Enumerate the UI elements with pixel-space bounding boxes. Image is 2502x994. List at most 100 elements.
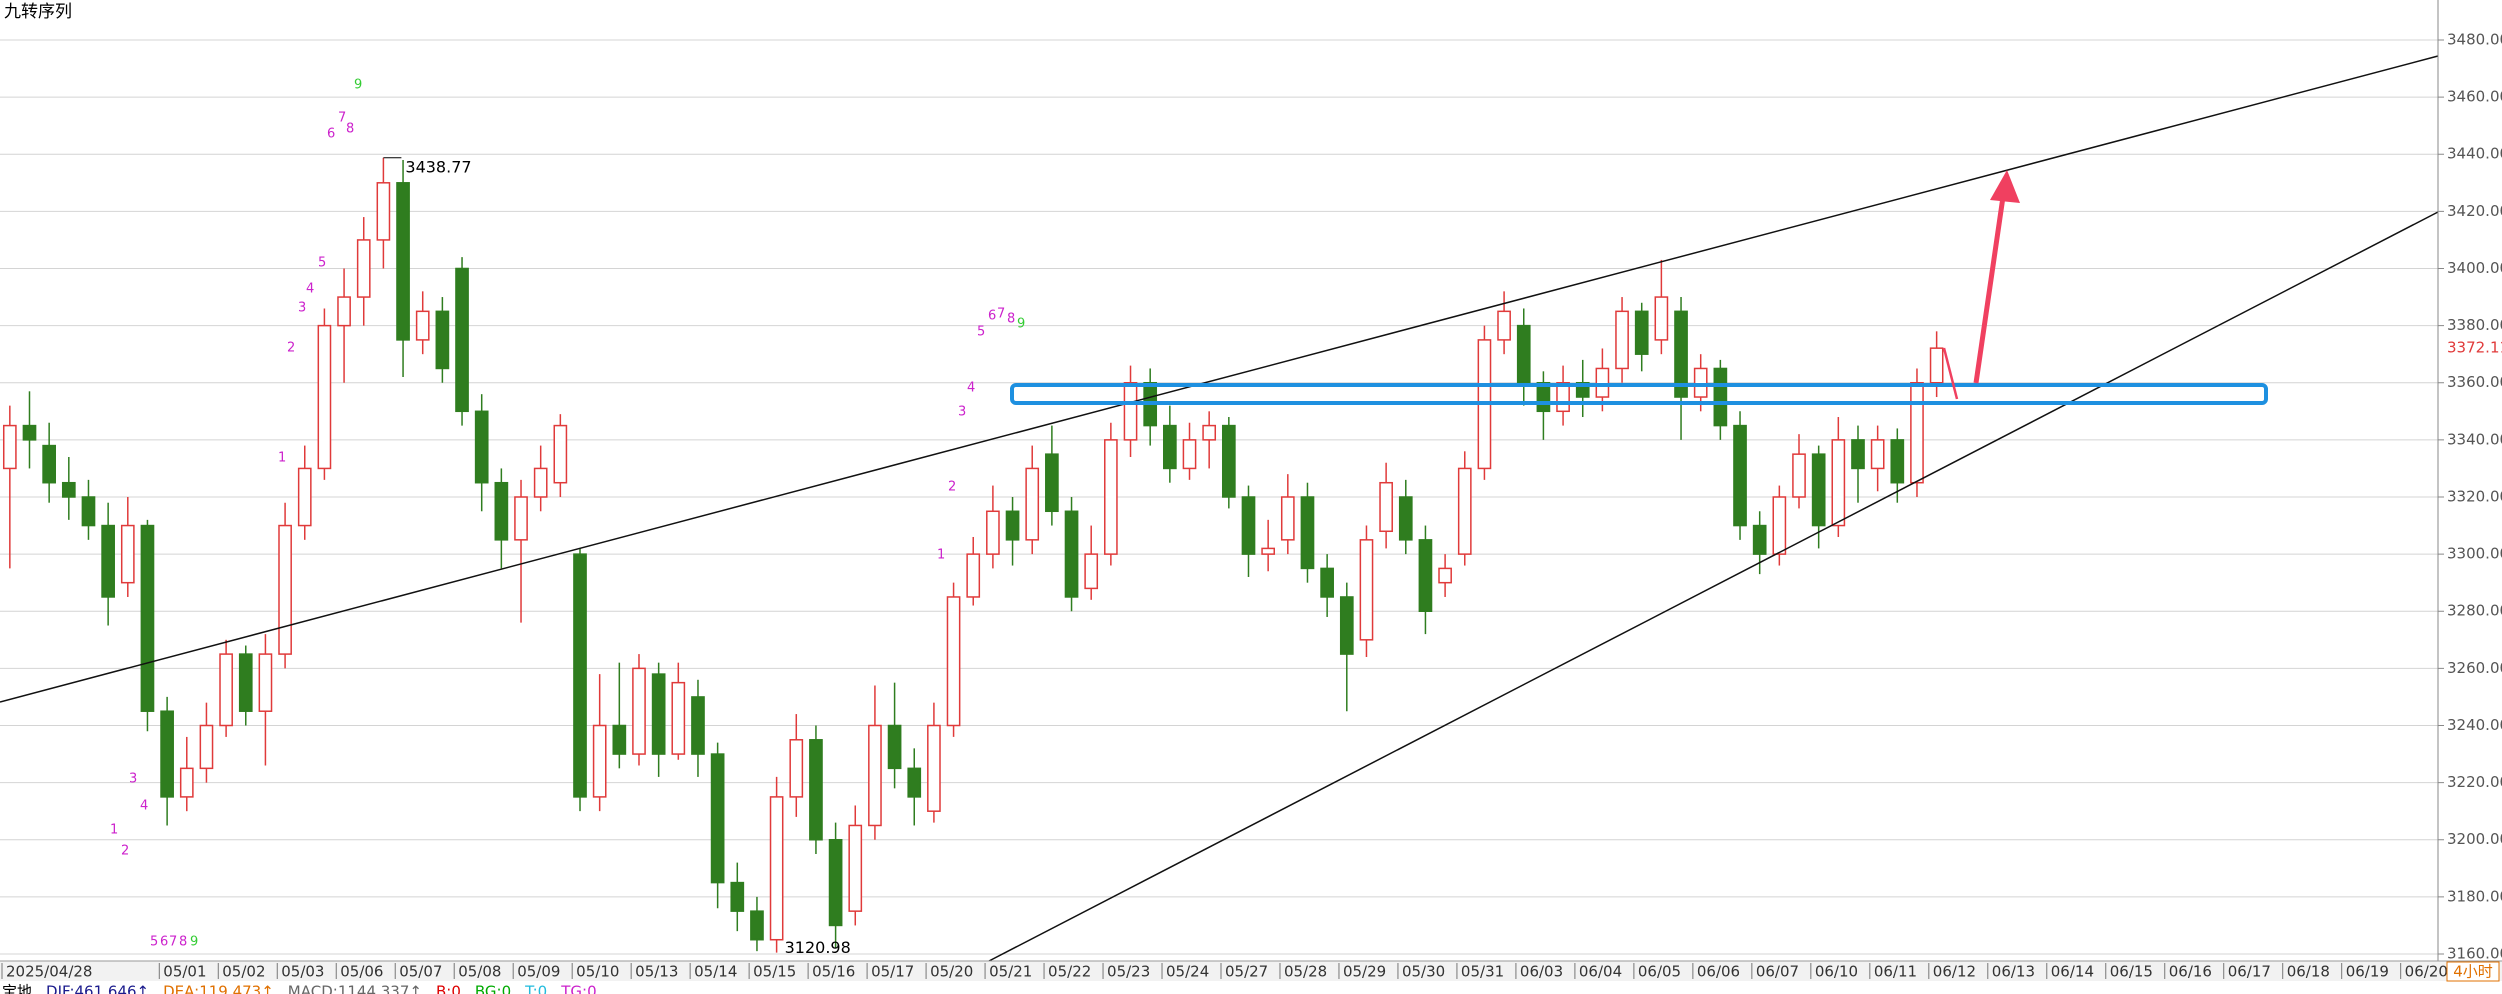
candle-body-up [1123, 381, 1138, 441]
candle-body-up [1379, 481, 1393, 533]
x-tick-label: 05/20 [930, 963, 973, 981]
x-tick-label: 05/02 [222, 963, 265, 981]
y-tick-label: 3420.00 [2447, 202, 2502, 220]
candle-body-up [1261, 547, 1275, 555]
candle-body-down [140, 524, 155, 712]
candle-body-up [769, 796, 784, 941]
candle-body-down [1536, 381, 1551, 413]
indicator-bar: 宝地 DIF:461.646↑ DEA:119.473↑ MACD:1144.337↑… [2, 983, 597, 994]
candle-body-up [1457, 467, 1472, 555]
x-tick-label: 06/07 [1756, 963, 1799, 981]
candle-body-down [81, 496, 96, 527]
x-tick-label: 2025/04/28 [6, 963, 92, 981]
y-tick-label: 3480.00 [2447, 30, 2502, 48]
x-tick-label: 06/15 [2110, 963, 2153, 981]
candle-body-up [1438, 567, 1452, 584]
candle-body-down [1634, 310, 1649, 355]
candle-body-up [927, 724, 941, 812]
candle-body-down [1163, 424, 1177, 470]
x-tick-label: 06/11 [1874, 963, 1917, 981]
candle-body-up [376, 182, 391, 241]
arrow-head [1990, 170, 2020, 203]
candle-body-down [1890, 439, 1905, 484]
candle-body-up [356, 239, 371, 298]
y-tick-label: 3300.00 [2447, 545, 2502, 563]
x-tick-label: 06/10 [1815, 963, 1858, 981]
candle-body-down [1005, 510, 1020, 541]
candle-body-up [1202, 424, 1217, 441]
x-tick-label: 05/09 [517, 963, 560, 981]
candle-body-up [1910, 381, 1924, 484]
td-count: 5 [150, 935, 158, 950]
candle-body-down [435, 310, 450, 370]
candle-body-down [22, 424, 37, 441]
td-count: 4 [306, 282, 314, 297]
candle-body-up [1084, 553, 1099, 590]
td-count: 5 [977, 325, 985, 340]
chart-title: 九转序列 [4, 2, 72, 22]
candle-body-up [1595, 367, 1610, 398]
candle-body-down [573, 553, 587, 798]
x-tick-label: 06/06 [1697, 963, 1740, 981]
candle-body-down [612, 724, 627, 755]
x-tick-label: 05/21 [989, 963, 1032, 981]
y-tick-label: 3440.00 [2447, 145, 2502, 163]
candle-body-up [337, 296, 351, 327]
x-tick-label: 05/31 [1461, 963, 1504, 981]
indicator-text: B:0 [436, 983, 461, 994]
candle-body-up [1654, 296, 1669, 341]
min-label: 3120.98 [785, 938, 851, 957]
indicator-text: MACD:1144.337↑ [288, 983, 422, 994]
x-tick-label: 06/14 [2051, 963, 2094, 981]
x-tick-label: 05/03 [281, 963, 324, 981]
td-count: 9 [190, 935, 198, 950]
x-tick-label: 06/18 [2287, 963, 2330, 981]
candle-body-down [474, 410, 489, 484]
y-tick-label: 3220.00 [2447, 773, 2502, 791]
trend-line [988, 211, 2439, 962]
x-tick-label: 05/13 [635, 963, 678, 981]
candle-body-up [415, 310, 430, 341]
candle-body-up [199, 724, 214, 770]
candle-body-up [1497, 310, 1511, 341]
x-tick-label: 06/16 [2169, 963, 2212, 981]
candle-body-up [632, 667, 646, 755]
candle-body-up [258, 653, 273, 712]
candle-body-up [986, 510, 1000, 555]
y-tick-label: 3280.00 [2447, 602, 2502, 620]
candle-body-up [2, 424, 17, 470]
max-label: 3438.77 [405, 157, 471, 176]
candle-body-down [42, 444, 56, 484]
candle-body-up [1556, 381, 1570, 413]
candle-body-up [219, 653, 233, 727]
candle-body-down [651, 673, 666, 755]
candle-body-down [238, 653, 253, 712]
x-tick-label: 05/30 [1402, 963, 1445, 981]
candle-body-up [297, 467, 312, 527]
trend-line [0, 55, 2439, 703]
arrow-stroke [1942, 347, 1959, 400]
grid [0, 39, 2438, 955]
candle-body-up [848, 824, 863, 912]
candle-body-up [179, 767, 194, 798]
candle-body-down [1300, 496, 1315, 570]
y-tick-label: 3160.00 [2447, 945, 2502, 963]
candle-body-down [101, 524, 115, 598]
y-tick-label: 3240.00 [2447, 716, 2502, 734]
candle-body-up [1280, 496, 1295, 541]
candle-body-down [494, 481, 509, 541]
td-count: 1 [937, 548, 945, 563]
candle-body-down [160, 710, 174, 798]
td-count: 7 [997, 307, 1005, 322]
drawings [0, 55, 2439, 962]
td-count: 3 [129, 772, 137, 787]
td-count: 4 [140, 799, 148, 814]
candle-body-down [1064, 510, 1079, 598]
x-tick-label: 05/14 [694, 963, 737, 981]
candle-body-down [1733, 424, 1747, 527]
candle-body-up [1831, 439, 1846, 527]
candle-body-down [61, 481, 76, 498]
indicator-text: 宝地 [2, 983, 32, 994]
candle-body-down [1339, 596, 1354, 655]
